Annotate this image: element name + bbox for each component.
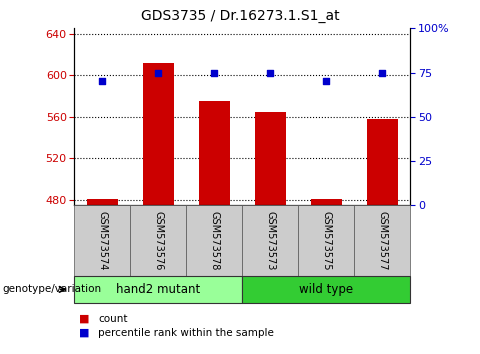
- Bar: [354, 205, 410, 276]
- Point: [266, 70, 274, 75]
- Text: percentile rank within the sample: percentile rank within the sample: [98, 328, 274, 338]
- Bar: [199, 101, 230, 205]
- Text: ■: ■: [79, 328, 90, 338]
- Bar: [87, 199, 118, 205]
- Point: [323, 79, 330, 84]
- Bar: [299, 205, 354, 276]
- Text: GDS3735 / Dr.16273.1.S1_at: GDS3735 / Dr.16273.1.S1_at: [141, 9, 339, 23]
- Point: [98, 79, 106, 84]
- Text: count: count: [98, 314, 128, 324]
- Point: [379, 70, 386, 75]
- Bar: [311, 199, 342, 205]
- Text: genotype/variation: genotype/variation: [2, 284, 102, 295]
- Point: [155, 70, 162, 75]
- Text: GSM573574: GSM573574: [97, 211, 108, 270]
- Text: GSM573575: GSM573575: [322, 211, 331, 270]
- Text: GSM573576: GSM573576: [154, 211, 163, 270]
- Text: wild type: wild type: [300, 283, 353, 296]
- Bar: [186, 205, 242, 276]
- Bar: [143, 63, 174, 205]
- Bar: [255, 112, 286, 205]
- Bar: [367, 119, 398, 205]
- Bar: [74, 205, 131, 276]
- Bar: [242, 205, 299, 276]
- Text: hand2 mutant: hand2 mutant: [116, 283, 201, 296]
- Text: GSM573573: GSM573573: [265, 211, 276, 270]
- Bar: [242, 276, 410, 303]
- Bar: [131, 205, 186, 276]
- Text: ■: ■: [79, 314, 90, 324]
- Text: GSM573577: GSM573577: [377, 211, 387, 270]
- Text: GSM573578: GSM573578: [209, 211, 219, 270]
- Bar: [74, 276, 242, 303]
- Point: [211, 70, 218, 75]
